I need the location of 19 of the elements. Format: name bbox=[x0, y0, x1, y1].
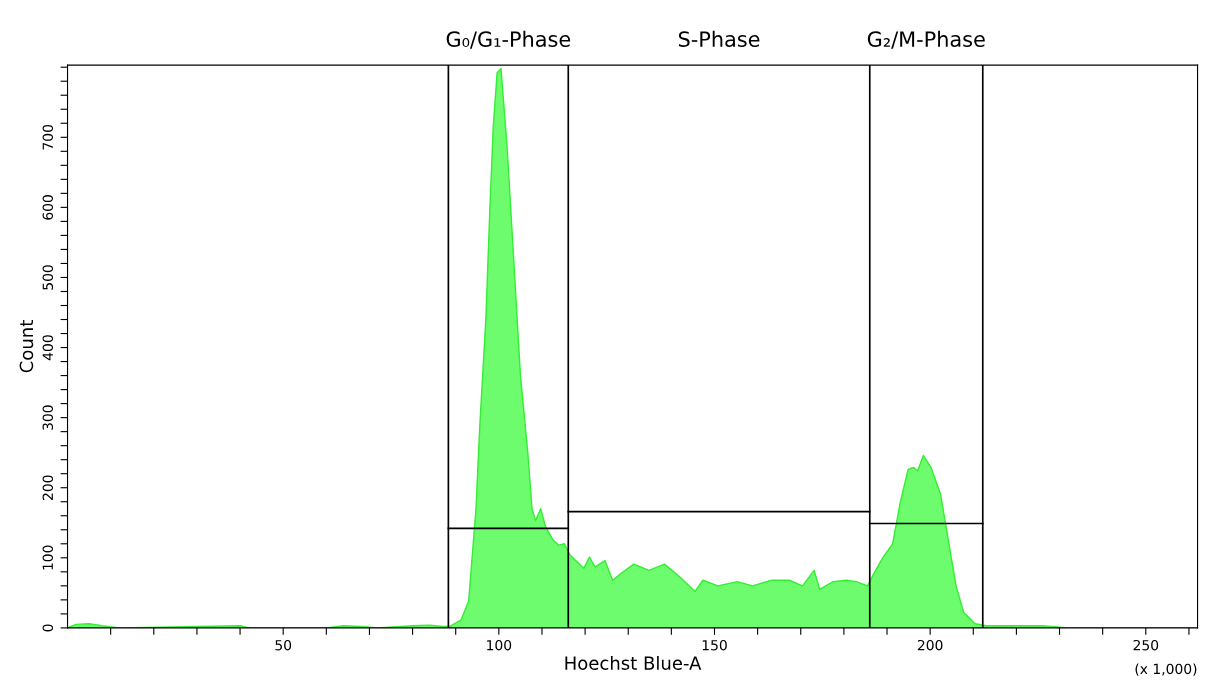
text: S-Phase bbox=[678, 30, 760, 47]
y-tick-label: 400 bbox=[42, 335, 54, 361]
x-tick-label: 250 bbox=[1133, 639, 1159, 651]
x-axis-title: Hoechst Blue-A bbox=[565, 655, 702, 670]
y-tick-label: 200 bbox=[42, 475, 54, 500]
x-tick-label: 100 bbox=[487, 639, 512, 651]
y-axis-title: Count bbox=[19, 320, 34, 373]
x-tick-label: 50 bbox=[275, 639, 292, 651]
text: (x 1,000) bbox=[1135, 663, 1197, 676]
y-tick-label: 100 bbox=[42, 545, 54, 570]
y-tick-label: 600 bbox=[42, 195, 54, 220]
y-tick-label: 700 bbox=[42, 124, 54, 150]
y-tick-label: 0 bbox=[42, 624, 54, 632]
y-tick-label: 500 bbox=[42, 265, 54, 290]
x-tick-label: 200 bbox=[917, 639, 943, 651]
y-tick-label: 300 bbox=[42, 405, 54, 430]
text: G₂/M-Phase bbox=[867, 30, 985, 49]
text: G₀/G₁-Phase bbox=[446, 30, 571, 49]
x-tick-label: 150 bbox=[702, 639, 727, 651]
